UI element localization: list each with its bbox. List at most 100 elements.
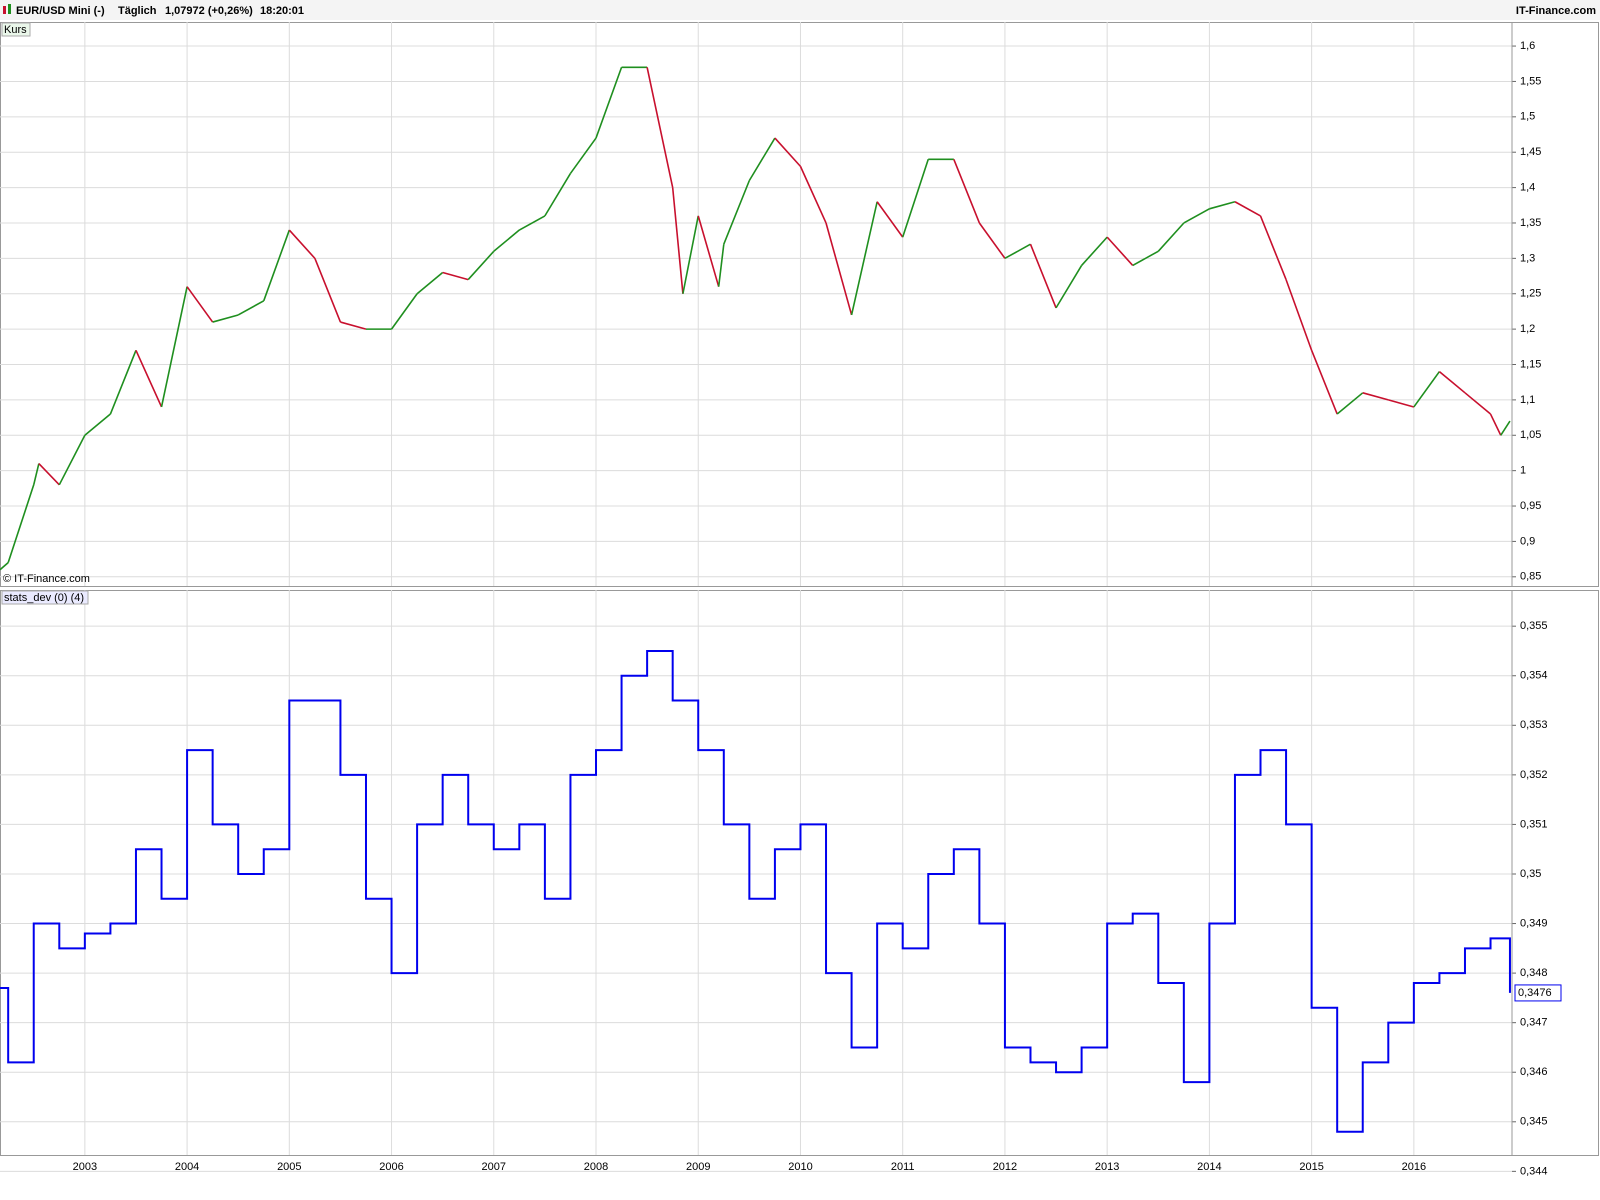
y-tick-label: 1,55 — [1520, 75, 1541, 87]
price-segment — [717, 244, 725, 287]
price-segment — [1183, 208, 1210, 224]
indicator-line — [0, 649, 1511, 1133]
x-tick-label: 2004 — [175, 1161, 199, 1173]
price-segment — [518, 215, 546, 231]
price-segment — [1362, 392, 1389, 401]
price-segment — [263, 229, 291, 302]
x-tick-label: 2013 — [1095, 1161, 1119, 1173]
price-segment — [160, 286, 188, 408]
x-tick-label: 2006 — [379, 1161, 403, 1173]
icon — [8, 4, 11, 14]
y-tick-label: 0,346 — [1520, 1066, 1548, 1078]
panel-label: Kurs — [4, 24, 27, 36]
y-tick-label: 1,3 — [1520, 252, 1535, 264]
price-segment — [569, 137, 597, 174]
price-segment — [1413, 371, 1441, 408]
y-tick-label: 0,95 — [1520, 500, 1541, 512]
x-tick-label: 2009 — [686, 1161, 710, 1173]
price-segment — [237, 300, 265, 316]
price-segment — [212, 314, 239, 323]
time: 18:20:01 — [260, 5, 304, 17]
price-segment — [1029, 243, 1057, 309]
value-label: 0,3476 — [1518, 987, 1552, 999]
price-segment — [1336, 392, 1364, 415]
price-segment — [1310, 350, 1338, 415]
price-segment — [1004, 243, 1031, 260]
y-tick-label: 1,4 — [1520, 181, 1535, 193]
price-segment — [646, 67, 674, 188]
panel-frame — [0, 22, 1599, 587]
x-tick-label: 2016 — [1402, 1161, 1426, 1173]
price-segment — [135, 350, 163, 408]
y-tick-label: 1,5 — [1520, 111, 1535, 123]
panel-label-box — [1, 590, 89, 605]
price-segment — [1234, 201, 1261, 217]
price-segment — [876, 201, 904, 238]
panel-label: stats_dev (0) (4) — [4, 592, 84, 604]
y-tick-label: 0,354 — [1520, 670, 1548, 682]
y-tick-label: 0,344 — [1520, 1165, 1548, 1177]
y-tick-label: 0,352 — [1520, 769, 1548, 781]
icon — [3, 6, 6, 14]
x-tick-label: 2008 — [584, 1161, 608, 1173]
price-segment — [1489, 413, 1502, 436]
price-segment — [1157, 222, 1185, 252]
price-segment — [288, 229, 316, 259]
price-segment — [1500, 420, 1511, 436]
y-tick-label: 0,345 — [1520, 1116, 1548, 1128]
price-segment — [186, 286, 214, 323]
y-tick-label: 0,349 — [1520, 917, 1548, 929]
price-segment — [799, 166, 827, 224]
x-tick-label: 2014 — [1197, 1161, 1221, 1173]
price-segment — [493, 229, 520, 252]
y-tick-label: 0,35 — [1520, 868, 1541, 880]
y-tick-label: 1,35 — [1520, 217, 1541, 229]
price-segment — [1209, 200, 1236, 210]
price-segment — [1438, 370, 1466, 394]
y-tick-label: 1,15 — [1520, 358, 1541, 370]
y-tick-label: 1,2 — [1520, 323, 1535, 335]
price-segment — [748, 137, 776, 181]
x-tick-label: 2010 — [788, 1161, 812, 1173]
price-segment — [1106, 236, 1134, 266]
y-tick-label: 1,6 — [1520, 40, 1535, 52]
price-segment — [1464, 392, 1492, 415]
brand: IT-Finance.com — [1516, 5, 1596, 17]
price-segment — [84, 413, 111, 436]
price-segment — [7, 484, 35, 563]
y-tick-label: 0,85 — [1520, 571, 1541, 583]
panel-label-box — [1, 22, 31, 37]
x-tick-label: 2003 — [73, 1161, 97, 1173]
price-segment — [1132, 250, 1159, 267]
price-segment — [723, 180, 751, 245]
price-segment — [58, 434, 86, 486]
price-segment — [1259, 215, 1287, 280]
y-tick-label: 0,355 — [1520, 620, 1548, 632]
y-tick-label: 1,05 — [1520, 429, 1541, 441]
price-segment — [390, 293, 418, 330]
header-bar — [0, 0, 1600, 20]
y-tick-label: 0,348 — [1520, 967, 1548, 979]
price-segment — [1285, 279, 1313, 351]
price-segment — [850, 201, 878, 316]
price-segment — [671, 187, 684, 294]
quote: 1,07972 (+0,26%) — [165, 5, 253, 17]
x-tick-label: 2007 — [482, 1161, 506, 1173]
value-box — [1514, 984, 1562, 1002]
x-tick-label: 2012 — [993, 1161, 1017, 1173]
y-tick-label: 1,45 — [1520, 146, 1541, 158]
price-segment — [38, 463, 60, 486]
price-segment — [1055, 265, 1083, 309]
price-segment — [953, 158, 981, 224]
x-tick-label: 2011 — [891, 1161, 915, 1173]
price-segment — [1081, 236, 1108, 266]
price-segment — [774, 137, 802, 167]
price-segment — [1388, 399, 1415, 408]
price-segment — [32, 463, 40, 485]
panel-frame — [0, 590, 1599, 1156]
y-tick-label: 0,351 — [1520, 818, 1548, 830]
x-tick-label: 2005 — [277, 1161, 301, 1173]
y-tick-label: 1,1 — [1520, 394, 1535, 406]
price-segment — [825, 222, 853, 316]
